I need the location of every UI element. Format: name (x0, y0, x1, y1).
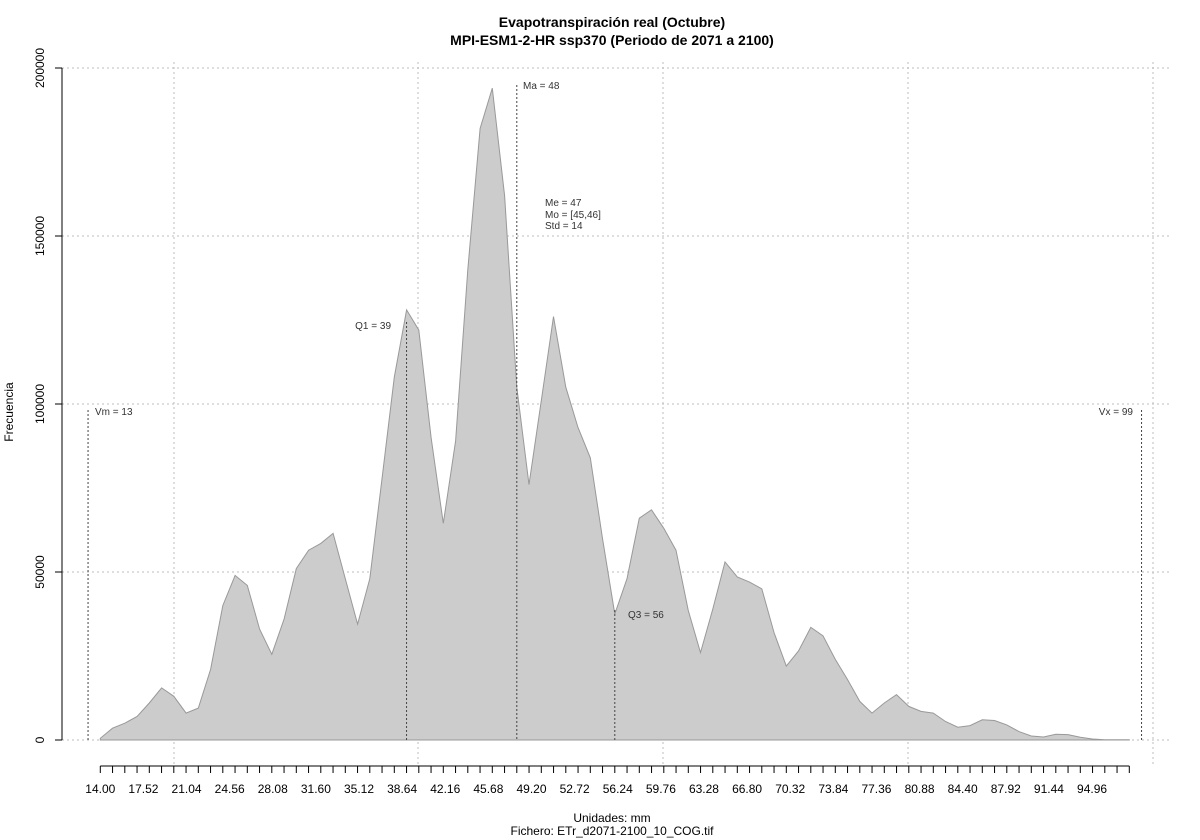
x-tick-label: 94.96 (1077, 782, 1107, 796)
x-tick-label: 17.52 (128, 782, 158, 796)
x-tick-label: 59.76 (646, 782, 676, 796)
x-tick-label: 91.44 (1034, 782, 1064, 796)
y-tick-label: 0 (33, 736, 47, 743)
x-tick-label: 70.32 (775, 782, 805, 796)
y-tick-label: 200000 (33, 48, 47, 88)
statistic-markers (87, 85, 1143, 740)
annotation-vx: Vx = 99 (1099, 407, 1134, 418)
x-tick-label: 24.56 (215, 782, 245, 796)
area-series (99, 88, 1130, 741)
x-tick-label: 14.00 (85, 782, 115, 796)
frequency-area (99, 88, 1130, 741)
y-tick-label: 50000 (33, 555, 47, 589)
x-tick-label: 77.36 (861, 782, 891, 796)
y-axis-label: Frecuencia (2, 382, 16, 442)
x-tick-label: 45.68 (473, 782, 503, 796)
annotation-q1: Q1 = 39 (355, 321, 391, 332)
x-tick-label: 42.16 (430, 782, 460, 796)
x-tick-label: 49.20 (516, 782, 546, 796)
annotation-std: Std = 14 (545, 221, 583, 232)
x-axis-label: Unidades: mm (573, 811, 650, 825)
file-caption: Fichero: ETr_d2071-2100_10_COG.tif (511, 824, 715, 838)
x-tick-label: 63.28 (689, 782, 719, 796)
x-tick-label: 35.12 (344, 782, 374, 796)
annotation-ma: Ma = 48 (523, 81, 560, 92)
x-tick-label: 21.04 (172, 782, 202, 796)
annotation-mo: Mo = [45,46] (545, 210, 601, 221)
y-tick-label: 150000 (33, 216, 47, 256)
annotation-q3: Q3 = 56 (628, 610, 664, 621)
annotation-me: Me = 47 (545, 198, 582, 209)
x-tick-label: 66.80 (732, 782, 762, 796)
chart-subtitle: MPI-ESM1-2-HR ssp370 (Periodo de 2071 a … (450, 32, 774, 48)
x-tick-label: 56.24 (603, 782, 633, 796)
x-tick-label: 31.60 (301, 782, 331, 796)
x-tick-label: 80.88 (905, 782, 935, 796)
x-tick-label: 52.72 (560, 782, 590, 796)
x-tick-label: 84.40 (948, 782, 978, 796)
x-tick-label: 38.64 (387, 782, 417, 796)
axes: 0 50000 100000 150000 200000 14.00 17.52 21.04 2… (33, 48, 1130, 796)
chart-title: Evapotranspiración real (Octubre) (499, 14, 725, 30)
x-tick-label: 87.92 (991, 782, 1021, 796)
x-tick-label: 73.84 (818, 782, 848, 796)
y-tick-label: 100000 (33, 384, 47, 424)
annotation-vm: Vm = 13 (95, 407, 133, 418)
x-tick-label: 28.08 (258, 782, 288, 796)
